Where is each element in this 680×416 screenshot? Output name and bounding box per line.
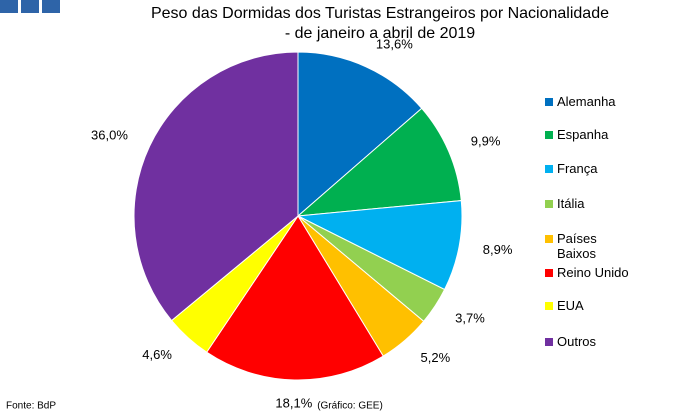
legend-label: Espanha: [557, 127, 609, 142]
legend-label: Itália: [557, 196, 585, 211]
legend-swatch: [545, 235, 553, 243]
legend-label: França: [557, 161, 598, 176]
legend-swatch: [545, 338, 553, 346]
data-label: 13,6%: [376, 36, 413, 51]
legend-label: Outros: [557, 334, 597, 349]
pie-slice: [133, 51, 299, 322]
legend-swatch: [545, 131, 553, 139]
legend-label: Reino Unido: [557, 265, 629, 280]
data-label: 9,9%: [471, 133, 501, 148]
legend-label: Alemanha: [557, 94, 616, 109]
logo-block: [42, 0, 60, 13]
data-label: 36,0%: [91, 127, 128, 142]
credit: (Gráfico: GEE): [317, 401, 383, 412]
data-label: 8,9%: [483, 242, 513, 257]
pie: [133, 51, 463, 381]
legend-swatch: [545, 269, 553, 277]
pie-slice: [297, 51, 423, 218]
pie-slice: [205, 215, 384, 381]
pie-slice: [296, 107, 462, 217]
data-label: 5,2%: [421, 350, 451, 365]
legend-swatch: [545, 200, 553, 208]
chart-title: Peso das Dormidas dos Turistas Estrangei…: [151, 5, 609, 22]
logo-block: [21, 0, 39, 13]
data-label: 4,6%: [142, 347, 172, 362]
data-label: 18,1%: [275, 395, 312, 410]
legend-swatch: [545, 302, 553, 310]
data-label: 3,7%: [455, 311, 485, 326]
legend-swatch: [545, 98, 553, 106]
logo-block: [0, 0, 18, 13]
legend-label: Países Baixos: [557, 231, 597, 261]
legend-label: EUA: [557, 298, 584, 313]
legend-swatch: [545, 165, 553, 173]
pie-slice: [296, 200, 463, 291]
chart-subtitle: - de janeiro a abril de 2019: [285, 25, 475, 42]
source: Fonte: BdP: [6, 401, 56, 412]
